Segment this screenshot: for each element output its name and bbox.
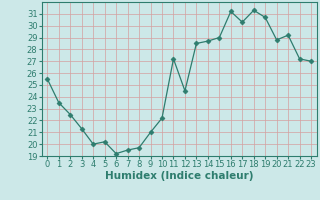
- X-axis label: Humidex (Indice chaleur): Humidex (Indice chaleur): [105, 171, 253, 181]
